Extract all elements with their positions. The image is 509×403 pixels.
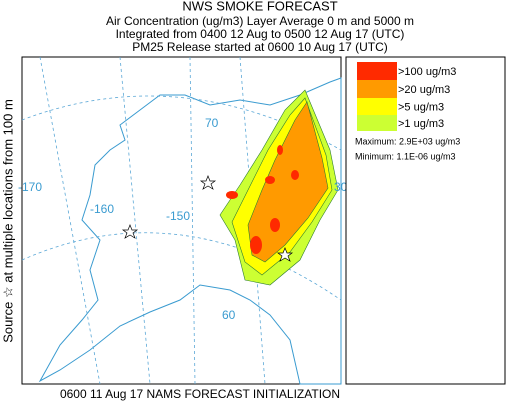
- legend-swatch: [357, 62, 397, 80]
- plume-core: [265, 176, 275, 184]
- plume-core: [277, 145, 283, 155]
- plume-core: [250, 236, 262, 254]
- legend: >100 ug/m3 >20 ug/m3 >5 ug/m3 >1 ug/m3: [357, 62, 456, 131]
- graticule: [189, 56, 196, 385]
- legend-label: >100 ug/m3: [398, 66, 456, 78]
- graticule: [21, 232, 342, 301]
- legend-label: >1 ug/m3: [398, 118, 444, 130]
- plume-core: [226, 191, 238, 199]
- map-label: -170: [18, 180, 42, 194]
- map-label: -160: [90, 202, 114, 216]
- graticule: [119, 56, 151, 385]
- graticule: [39, 56, 101, 385]
- source-star: [276, 247, 294, 262]
- legend-swatch: [357, 115, 397, 131]
- source-star: [199, 175, 217, 190]
- legend-label: >5 ug/m3: [398, 101, 444, 113]
- map-label: 30: [334, 180, 348, 194]
- subtitle: Integrated from 0400 12 Aug to 0500 12 A…: [116, 27, 405, 41]
- legend-label: >20 ug/m3: [398, 84, 450, 96]
- side-label: Source ☆ at multiple locations from 100 …: [0, 99, 15, 343]
- footer: 0600 11 Aug 17 NAMS FORECAST INITIALIZAT…: [60, 387, 340, 401]
- map-label: 70: [205, 116, 219, 130]
- maximum: Maximum: 2.9E+03 ug/m3: [355, 136, 460, 146]
- legend-swatch: [357, 80, 397, 98]
- legend-swatch: [357, 98, 397, 115]
- map: -170 -160 -150 70 60 30: [18, 56, 348, 385]
- plume-core: [270, 218, 280, 232]
- map-label: 60: [222, 308, 236, 322]
- map-label: -150: [166, 209, 190, 223]
- plume: [219, 89, 339, 286]
- source-star: [121, 224, 139, 239]
- plume-contour: [247, 101, 329, 263]
- plume-core: [291, 170, 299, 180]
- title: NWS SMOKE FORECAST: [182, 0, 337, 13]
- minimum: Minimum: 1.1E-06 ug/m3: [355, 151, 456, 161]
- subtitle: PM25 Release started at 0600 10 Aug 17 (…: [132, 40, 387, 54]
- subtitle: Air Concentration (ug/m3) Layer Average …: [106, 14, 414, 28]
